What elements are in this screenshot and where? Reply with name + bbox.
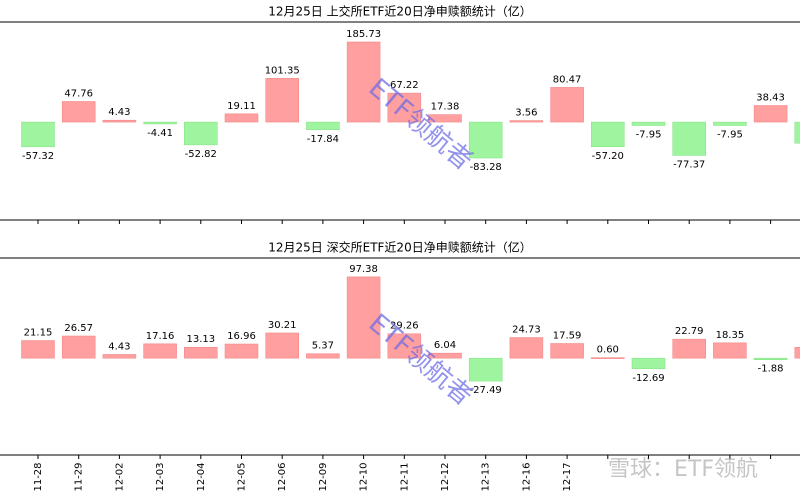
value-label: -57.32	[22, 151, 54, 162]
bar	[387, 333, 422, 359]
x-tick-label: 11-28	[33, 462, 44, 491]
bar	[713, 121, 747, 126]
bar	[346, 41, 381, 123]
x-tick-label: 12-09	[318, 462, 329, 491]
bar	[184, 346, 218, 359]
value-label: 30.21	[268, 320, 297, 331]
bar	[794, 347, 800, 359]
value-label: 185.73	[346, 29, 381, 40]
x-tick-label: 12-04	[196, 462, 207, 491]
bar	[143, 343, 177, 359]
bar	[509, 337, 544, 359]
value-label: 80.47	[553, 74, 582, 85]
bar	[143, 121, 177, 125]
value-label: -57.20	[592, 151, 624, 162]
bar	[265, 332, 299, 359]
bar	[631, 121, 666, 126]
value-label: -7.95	[717, 130, 743, 141]
footer-watermark: 雪球：ETF领航	[608, 457, 758, 482]
value-label: 29.26	[390, 321, 419, 332]
x-tick-label: 12-16	[521, 462, 532, 491]
bar	[61, 335, 96, 359]
bar	[428, 352, 462, 359]
value-label: 67.22	[390, 80, 419, 91]
value-label: 26.57	[64, 323, 93, 334]
chart-title: 12月25日 深交所ETF近20日净申赎额统计（亿）	[268, 240, 531, 255]
value-label: 3.56	[515, 108, 537, 119]
x-tick-label: 11-29	[74, 462, 85, 491]
value-label: 16.96	[227, 331, 256, 342]
value-label: 13.13	[186, 334, 215, 345]
value-label: -27.49	[470, 385, 502, 396]
x-tick-label: 12-10	[359, 462, 370, 491]
value-label: 17.38	[431, 102, 460, 113]
value-label: -12.69	[632, 373, 664, 384]
bar	[306, 121, 340, 131]
watermark: ETF领航者	[363, 73, 478, 177]
bar	[631, 357, 666, 370]
bar	[102, 119, 137, 123]
value-label: -83.28	[470, 162, 502, 173]
bar	[550, 87, 584, 123]
bar	[509, 120, 544, 123]
chart-title: 12月25日 上交所ETF近20日净申赎额统计（亿）	[268, 4, 531, 19]
value-label: 19.11	[227, 101, 256, 112]
bar	[672, 121, 706, 156]
bar	[21, 340, 55, 359]
value-label: 101.35	[265, 65, 300, 76]
value-label: -4.41	[147, 128, 173, 139]
value-label: 17.59	[553, 330, 582, 341]
bar	[102, 354, 137, 359]
bar	[550, 343, 584, 359]
bar	[753, 357, 788, 360]
bar	[387, 92, 422, 123]
bar	[224, 113, 259, 123]
x-tick-label: 12-02	[114, 462, 125, 491]
value-label: 0.60	[597, 345, 619, 356]
value-label: 17.16	[146, 331, 175, 342]
x-tick-label: 12-13	[481, 462, 492, 491]
value-label: -17.84	[307, 134, 339, 145]
value-label: 22.79	[675, 326, 704, 337]
value-label: -7.95	[636, 130, 662, 141]
x-tick-label: 12-03	[155, 462, 166, 491]
bar	[468, 121, 503, 159]
bar	[591, 357, 625, 359]
value-label: -1.88	[758, 364, 784, 375]
x-tick-label: 12-11	[399, 462, 410, 491]
bar	[753, 105, 788, 123]
bar	[224, 343, 259, 359]
value-label: -77.37	[673, 159, 705, 170]
x-tick-label: 12-12	[440, 462, 451, 491]
bar	[713, 342, 747, 359]
bar	[794, 121, 800, 144]
bar	[468, 357, 503, 382]
bar	[306, 353, 340, 359]
value-label: 6.04	[434, 340, 456, 351]
bar	[672, 338, 706, 359]
value-label: 18.35	[716, 330, 745, 341]
bar	[346, 276, 381, 359]
value-label: 97.38	[349, 264, 378, 275]
bar	[184, 121, 218, 146]
bar	[61, 101, 96, 123]
watermark: ETF领航者	[363, 308, 478, 412]
value-label: 21.15	[24, 328, 53, 339]
bar	[591, 121, 625, 148]
bar	[265, 78, 299, 123]
value-label: 4.43	[108, 341, 130, 352]
value-label: 38.43	[756, 93, 785, 104]
value-label: 5.37	[312, 341, 334, 352]
bar	[428, 114, 462, 123]
x-tick-label: 12-06	[277, 462, 288, 491]
value-label: 47.76	[64, 88, 93, 99]
value-label: -52.82	[185, 149, 217, 160]
bar	[21, 121, 55, 148]
value-label: 24.73	[512, 325, 541, 336]
x-tick-label: 12-05	[237, 462, 248, 491]
x-tick-label: 12-17	[562, 462, 573, 491]
value-label: 4.43	[108, 107, 130, 118]
